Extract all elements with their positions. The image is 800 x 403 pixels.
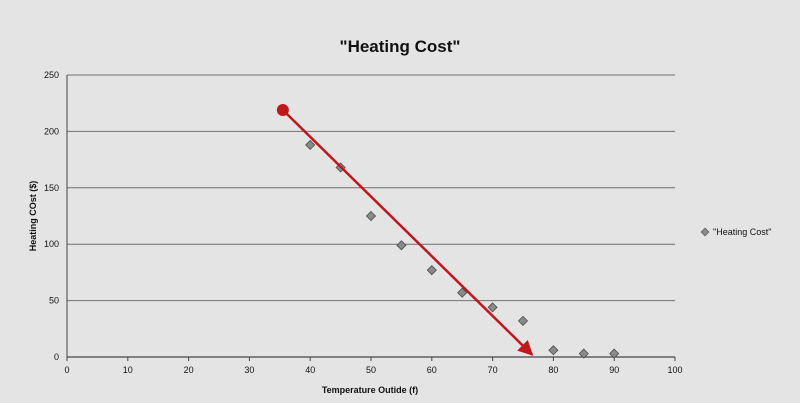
x-tick-label-7: 70 bbox=[488, 365, 498, 375]
trend-arrow bbox=[276, 103, 534, 356]
y-tick-labels: 0 50 100 150 200 250 bbox=[44, 70, 59, 362]
chart-title: "Heating Cost" bbox=[340, 37, 461, 56]
x-tick-label-9: 90 bbox=[609, 365, 619, 375]
legend-marker bbox=[700, 227, 710, 237]
data-point-2 bbox=[365, 210, 377, 222]
legend-label: "Heating Cost" bbox=[713, 227, 771, 237]
data-point-3 bbox=[396, 240, 407, 251]
data-point-10 bbox=[609, 348, 620, 359]
trend-arrow-start-dot bbox=[276, 103, 289, 116]
y-tick-label-3: 150 bbox=[44, 183, 59, 193]
legend: "Heating Cost" bbox=[700, 227, 771, 237]
x-tick-label-0: 0 bbox=[64, 365, 69, 375]
data-point-9 bbox=[578, 348, 589, 359]
y-axis-label: Heating COst ($) bbox=[28, 181, 38, 252]
x-tick-label-5: 50 bbox=[366, 365, 376, 375]
x-axis-label: Temperature Outide (f) bbox=[322, 385, 418, 395]
data-point-7 bbox=[517, 315, 529, 326]
x-tick-label-2: 20 bbox=[184, 365, 194, 375]
data-point-0 bbox=[305, 139, 316, 151]
y-tick-label-2: 100 bbox=[44, 239, 59, 249]
y-tick-label-1: 50 bbox=[49, 296, 59, 306]
data-point-4 bbox=[426, 265, 437, 276]
x-tick-labels: 0 10 20 30 40 50 60 70 80 90 100 bbox=[64, 357, 683, 375]
x-tick-label-6: 60 bbox=[427, 365, 437, 375]
x-tick-label-3: 30 bbox=[244, 365, 254, 375]
trend-arrow-line bbox=[281, 109, 534, 356]
x-tick-label-4: 40 bbox=[305, 365, 315, 375]
y-tick-label-4: 200 bbox=[44, 126, 59, 136]
data-point-5 bbox=[457, 287, 468, 298]
data-point-8 bbox=[548, 345, 559, 356]
y-tick-label-5: 250 bbox=[44, 70, 59, 80]
x-tick-label-10: 100 bbox=[667, 365, 682, 375]
x-tick-label-8: 80 bbox=[548, 365, 558, 375]
data-point-6 bbox=[487, 302, 498, 313]
x-tick-label-1: 10 bbox=[123, 365, 133, 375]
y-tick-label-0: 0 bbox=[54, 352, 59, 362]
